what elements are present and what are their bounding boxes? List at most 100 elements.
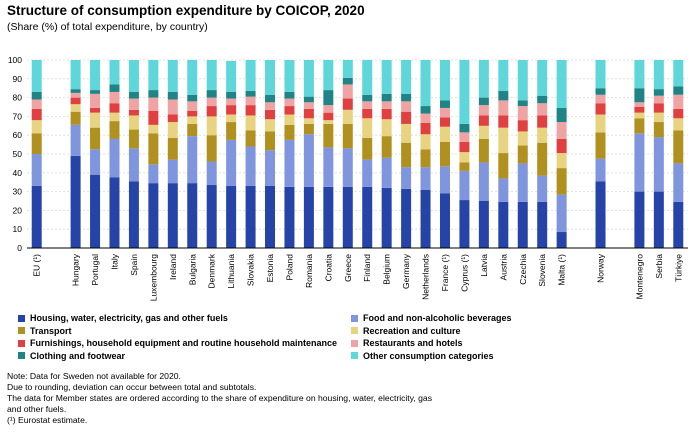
y-tick-label: 80 (13, 93, 23, 103)
x-tick-label: Luxembourg (148, 254, 158, 302)
bar-segment-food (362, 159, 373, 187)
bar-segment-recreation (537, 127, 548, 143)
bar-segment-other (284, 60, 295, 92)
bar-segment-restaurants (381, 101, 392, 109)
bar-segment-housing (381, 187, 392, 248)
bar-segment-furnishings (478, 115, 489, 126)
legend-item-transport: Transport (18, 326, 72, 336)
bar-segment-transport (362, 138, 373, 160)
bar-segment-transport (90, 127, 101, 150)
bar-segment-other (323, 60, 334, 91)
bar-segment-other (70, 60, 81, 90)
bar-segment-food (90, 149, 101, 175)
x-tick-label: Estonia (265, 254, 275, 283)
bar-segment-clothing (284, 91, 295, 99)
bar-segment-recreation (303, 118, 314, 124)
note-line: The data for Member states are ordered a… (7, 393, 432, 403)
bar-segment-recreation (31, 120, 42, 134)
bar-segment-furnishings (673, 108, 684, 119)
bar-segment-housing (90, 174, 101, 248)
x-tick-label: EU (¹) (32, 254, 42, 277)
x-tick-label: Germany (401, 253, 411, 289)
bar-segment-recreation (245, 115, 256, 131)
bar-segment-other (128, 60, 139, 92)
bar-segment-food (226, 139, 237, 186)
bar-segment-transport (342, 123, 353, 149)
bar-segment-clothing (653, 89, 664, 96)
bar-segment-furnishings (595, 103, 606, 115)
x-tick-label: Finland (362, 254, 372, 282)
bar-segment-other (148, 60, 159, 91)
bar-segment-furnishings (653, 103, 664, 113)
bar-segment-restaurants (70, 92, 81, 98)
legend-swatch (351, 352, 358, 359)
bar-segment-furnishings (498, 115, 509, 128)
bar-segment-housing (517, 201, 528, 248)
bar-segment-other (381, 60, 392, 94)
bar-segment-recreation (498, 127, 509, 154)
legend-swatch (351, 314, 358, 322)
bar-segment-transport (420, 149, 431, 168)
legend-swatch (18, 352, 25, 359)
bar-segment-recreation (148, 124, 159, 134)
bar-segment-clothing (498, 91, 509, 101)
x-tick-label: Austria (498, 254, 508, 281)
bar-segment-furnishings (303, 108, 314, 119)
bar-segment-food (556, 194, 567, 233)
bar-segment-recreation (459, 152, 470, 163)
legend-item-housing: Housing, water, electricity, gas and oth… (18, 313, 228, 323)
bar-segment-restaurants (167, 99, 178, 115)
bar-segment-restaurants (537, 103, 548, 116)
bar-segment-food (420, 167, 431, 190)
bar-segment-other (265, 60, 276, 95)
x-tick-label: Bulgaria (187, 254, 197, 285)
bar-segment-recreation (439, 126, 450, 142)
bar-segment-transport (517, 145, 528, 164)
note-line: Note: Data for Sweden not available for … (7, 371, 181, 381)
bar-segment-other (459, 60, 470, 124)
bar-segment-housing (401, 188, 412, 248)
bar-segment-housing (537, 201, 548, 248)
bar-segment-food (70, 124, 81, 156)
bar-segment-restaurants (342, 84, 353, 99)
bar-segment-food (401, 167, 412, 189)
bar-segment-restaurants (128, 98, 139, 110)
bar-segment-furnishings (90, 107, 101, 113)
x-tick-label: Denmark (207, 253, 217, 288)
bar-segment-housing (128, 181, 139, 248)
bar-segment-transport (109, 121, 120, 139)
bar-segment-restaurants (284, 98, 295, 107)
bar-segment-recreation (362, 118, 373, 139)
legend-label: Recreation and culture (363, 325, 461, 336)
bar-segment-furnishings (226, 105, 237, 115)
bar-segment-furnishings (556, 138, 567, 154)
bar-segment-housing (459, 200, 470, 248)
bar-segment-restaurants (109, 91, 120, 104)
x-tick-label: Hungary (71, 253, 81, 286)
bar-segment-transport (206, 135, 217, 162)
x-tick-label: Cyprus (¹) (459, 254, 469, 292)
x-tick-label: Lithuania (226, 254, 236, 289)
bar-segment-restaurants (439, 107, 450, 118)
y-tick-label: 10 (13, 224, 23, 234)
bar-segment-transport (128, 129, 139, 149)
bar-segment-transport (634, 118, 645, 134)
bar-segment-clothing (439, 100, 450, 108)
bar-segment-housing (342, 186, 353, 248)
y-tick-label: 40 (13, 168, 23, 178)
bar-segment-food (498, 178, 509, 202)
bar-segment-recreation (653, 112, 664, 123)
bar-segment-transport (167, 138, 178, 160)
bar-segment-other (187, 60, 198, 95)
legend-label: Food and non-alcoholic beverages (363, 313, 512, 323)
bar-segment-clothing (148, 90, 159, 98)
bar-segment-food (284, 139, 295, 187)
bar-segment-transport (498, 153, 509, 179)
bar-segment-housing (673, 201, 684, 248)
bar-segment-food (595, 158, 606, 182)
stacked-bar-chart: 0 10 20 30 40 50 60 70 80 90 100 EU (¹) Hungary Portu… (8, 55, 688, 302)
bar-segment-furnishings (31, 108, 42, 121)
bar-segment-restaurants (245, 96, 256, 106)
bar-segment-other (303, 60, 314, 97)
bar-segment-transport (245, 130, 256, 147)
